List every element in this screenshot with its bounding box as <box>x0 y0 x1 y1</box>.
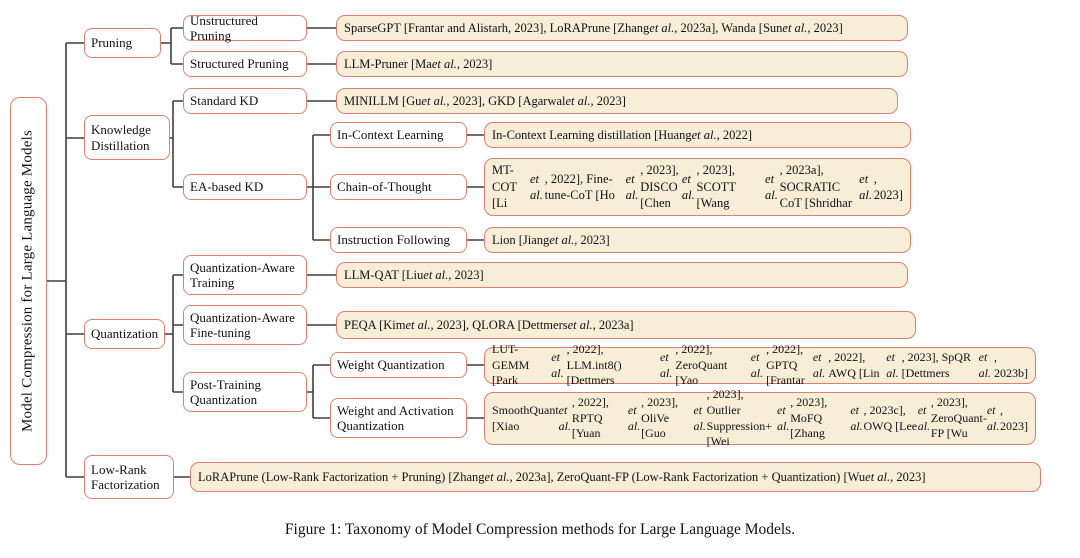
node-quantization: Quantization <box>84 319 165 349</box>
leaf-chain-of-thought-papers: MT-COT [Li et al., 2022], Fine-tune-CoT … <box>484 158 911 216</box>
node-root: Model Compression for Large Language Mod… <box>10 97 47 465</box>
node-pruning: Pruning <box>84 28 161 58</box>
branch-root <box>46 42 92 478</box>
leaf-quantization-aware-training-papers: LLM-QAT [Liu et al., 2023] <box>336 262 908 288</box>
node-low-rank-factorization: Low-Rank Factorization <box>84 455 174 499</box>
leaf-weight-and-activation-quantization-papers: SmoothQuant [Xiao et al., 2022], RPTQ [Y… <box>484 387 1036 448</box>
leaf-weight-quantization-papers: LUT-GEMM [Park et al., 2022], LLM.int8()… <box>484 342 1036 387</box>
node-ea-based-kd: EA-based KD <box>183 174 307 200</box>
leaf-instruction-following-papers: Lion [Jiang et al., 2023] <box>484 227 911 253</box>
branch-level3-stubs <box>462 134 490 419</box>
node-chain-of-thought: Chain-of-Thought <box>330 174 467 200</box>
leaf-unstructured-pruning-papers: SparseGPT [Frantar and Alistarh, 2023], … <box>336 15 908 41</box>
leaf-structured-pruning-papers: LLM-Pruner [Ma et al., 2023] <box>336 51 908 77</box>
node-structured-pruning: Structured Pruning <box>183 51 307 77</box>
node-weight-quantization: Weight Quantization <box>330 352 467 378</box>
branch-pruning <box>155 27 190 65</box>
leaf-quantization-aware-fine-tuning-papers: PEQA [Kim et al., 2023], QLORA [Dettmers… <box>336 311 916 339</box>
node-post-training-quantization: Post-Training Quantization <box>183 372 307 412</box>
node-in-context-learning: In-Context Learning <box>330 122 467 148</box>
branch-level2-stubs <box>300 27 342 326</box>
figure-caption: Figure 1: Taxonomy of Model Compression … <box>284 521 796 538</box>
node-knowledge-distillation: Knowledge Distillation <box>84 115 170 160</box>
node-weight-and-activation-quantization: Weight and Activation Quantization <box>330 398 467 438</box>
node-quantization-aware-training: Quantization-Aware Training <box>183 255 307 295</box>
node-standard-kd: Standard KD <box>183 88 307 114</box>
node-unstructured-pruning: Unstructured Pruning <box>183 13 307 43</box>
node-quantization-aware-fine-tuning: Quantization-Aware Fine-tuning <box>183 305 307 345</box>
node-instruction-following: Instruction Following <box>330 227 467 253</box>
leaf-in-context-learning-papers: In-Context Learning distillation [Huang … <box>484 122 911 148</box>
leaf-standard-kd-papers: MINILLM [Gu et al., 2023], GKD [Agarwal … <box>336 88 898 114</box>
branch-quantization <box>160 274 190 393</box>
leaf-low-rank-factorization-papers: LoRAPrune (Low-Rank Factorization + Prun… <box>190 462 1041 492</box>
